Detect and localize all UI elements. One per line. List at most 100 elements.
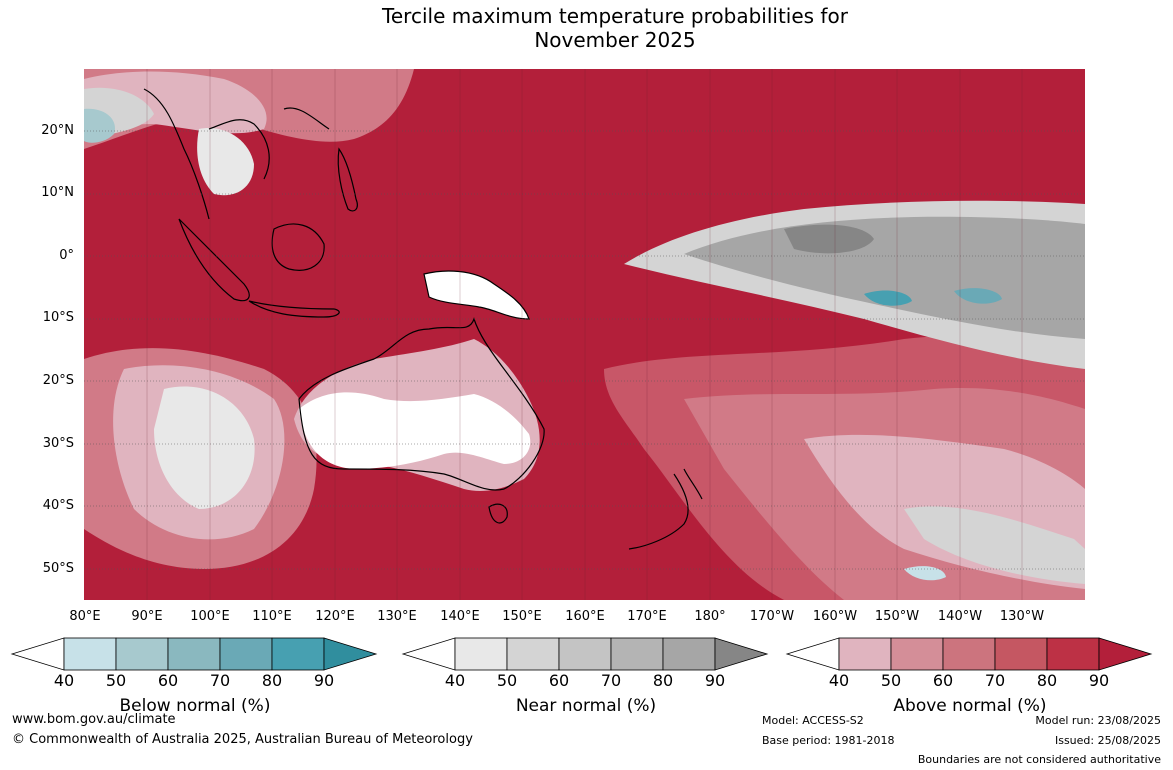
near-normal-patch-indian-ocean — [154, 386, 255, 509]
colorbar-above-cell-3 — [942, 637, 996, 671]
lon-label-100e: 100°E — [190, 609, 230, 624]
colorbar-near-cell-4 — [610, 637, 664, 671]
footer-disclaimer: Boundaries are not considered authoritat… — [917, 753, 1161, 766]
legend-near-tick-70: 70 — [600, 671, 622, 690]
lon-label-160w: 160°W — [812, 609, 858, 624]
australia-white-area — [299, 392, 531, 469]
lon-label-80e: 80°E — [69, 609, 101, 624]
lon-label-130e: 130°E — [377, 609, 417, 624]
colorbar-below-cell-0 — [10, 637, 65, 671]
lon-label-140e: 140°E — [440, 609, 480, 624]
below-normal-patch-north — [84, 108, 115, 143]
below-normal-spot-2 — [954, 288, 1002, 304]
lon-label-150w: 150°W — [874, 609, 920, 624]
map-plot-area[interactable] — [84, 69, 1085, 600]
colorbar-near-cell-2 — [506, 637, 560, 671]
lon-label-180: 180° — [694, 609, 726, 624]
colorbar-below-normal — [10, 637, 378, 671]
near-normal-tongue-core — [784, 224, 874, 254]
colorbar-below-cell-5 — [271, 637, 325, 671]
lon-label-150e: 150°E — [502, 609, 542, 624]
sumatra-coastline — [178, 218, 250, 302]
lat-label-10n: 10°N — [41, 185, 74, 200]
java-coastline — [248, 300, 340, 318]
colorbar-above-cell-1 — [838, 637, 892, 671]
colorbar-below-cell-6 — [323, 637, 378, 671]
lat-label-20s: 20°S — [42, 373, 74, 388]
tasmania-coastline — [488, 503, 508, 524]
colorbar-near-normal — [401, 637, 769, 671]
lon-label-120e: 120°E — [315, 609, 355, 624]
footer-model-run: Model run: 23/08/2025 — [1035, 714, 1161, 727]
near-normal-tongue-dark — [684, 216, 1085, 339]
legend-near-tick-80: 80 — [652, 671, 674, 690]
lon-label-160e: 160°E — [565, 609, 605, 624]
legend-near-tick-90: 90 — [704, 671, 726, 690]
colorbar-below-cell-2 — [115, 637, 169, 671]
lat-label-50s: 50°S — [42, 561, 74, 576]
colorbar-near-cell-1 — [454, 637, 508, 671]
probability-map — [84, 69, 1085, 600]
legend-near-tick-60: 60 — [548, 671, 570, 690]
legend-above-tick-50: 50 — [880, 671, 902, 690]
legend-above-tick-80: 80 — [1036, 671, 1058, 690]
near-normal-patch-south-pacific — [904, 506, 1085, 584]
legend-below-tick-80: 80 — [261, 671, 283, 690]
new-zealand-coastline — [628, 468, 703, 550]
legend-below-tick-40: 40 — [53, 671, 75, 690]
colorbar-above-cell-4 — [994, 637, 1048, 671]
legend-near-normal: 40 50 60 70 80 90 Near normal (%) — [401, 636, 771, 716]
colorbar-below-cell-1 — [63, 637, 117, 671]
philippines-coastline — [337, 147, 358, 212]
footer-issued: Issued: 25/08/2025 — [1054, 734, 1161, 747]
meridians — [146, 69, 1023, 600]
lat-label-0: 0° — [59, 248, 74, 263]
graticule — [84, 130, 1085, 570]
below-normal-spot-1 — [864, 290, 912, 306]
near-normal-patch-indochina — [197, 128, 254, 196]
lat-label-10s: 10°S — [42, 310, 74, 325]
colorbar-near-cell-5 — [662, 637, 716, 671]
lon-label-110e: 110°E — [252, 609, 292, 624]
australia-coastline — [298, 317, 545, 491]
colorbar-near-cell-3 — [558, 637, 612, 671]
legend-below-tick-70: 70 — [209, 671, 231, 690]
legend-above-normal: 40 50 60 70 80 90 Above normal (%) — [785, 636, 1155, 716]
legend-above-tick-60: 60 — [932, 671, 954, 690]
footer-copyright: © Commonwealth of Australia 2025, Austra… — [12, 732, 473, 747]
legend-below-title: Below normal (%) — [119, 696, 271, 716]
legend-above-tick-70: 70 — [984, 671, 1006, 690]
colorbar-above-cell-5 — [1046, 637, 1100, 671]
lat-label-20n: 20°N — [41, 123, 74, 138]
legend-below-tick-60: 60 — [157, 671, 179, 690]
lat-label-40s: 40°S — [42, 498, 74, 513]
map-title-line2: November 2025 — [534, 28, 696, 52]
lon-label-130w: 130°W — [999, 609, 1045, 624]
legend-near-tick-50: 50 — [496, 671, 518, 690]
legend-below-tick-50: 50 — [105, 671, 127, 690]
lon-label-170e: 170°E — [627, 609, 667, 624]
map-title: Tercile maximum temperature probabilitie… — [0, 4, 1173, 52]
legend-near-title: Near normal (%) — [515, 696, 657, 716]
below-normal-patch-south-pacific — [904, 566, 946, 581]
colorbar-near-cell-0 — [401, 637, 456, 671]
legend-below-tick-90: 90 — [313, 671, 335, 690]
legend-below-normal: 40 50 60 70 80 90 Below normal (%) — [10, 636, 380, 716]
legend-above-tick-40: 40 — [828, 671, 850, 690]
footer-url[interactable]: www.bom.gov.au/climate — [12, 712, 176, 727]
legend-above-tick-90: 90 — [1088, 671, 1110, 690]
colorbar-near-cell-6 — [714, 637, 769, 671]
colorbar-above-cell-2 — [890, 637, 944, 671]
lat-label-30s: 30°S — [42, 436, 74, 451]
legend-above-title: Above normal (%) — [893, 696, 1047, 716]
colorbar-below-cell-3 — [167, 637, 221, 671]
colorbar-above-normal — [785, 637, 1153, 671]
lon-label-170w: 170°W — [749, 609, 795, 624]
footer-model: Model: ACCESS-S2 — [762, 714, 864, 727]
legend-near-tick-40: 40 — [444, 671, 466, 690]
borneo-coastline — [271, 223, 325, 271]
footer-base-period: Base period: 1981-2018 — [762, 734, 895, 747]
lon-label-90e: 90°E — [131, 609, 163, 624]
asia-mainland-coastline — [143, 88, 330, 220]
colorbar-below-cell-4 — [219, 637, 273, 671]
